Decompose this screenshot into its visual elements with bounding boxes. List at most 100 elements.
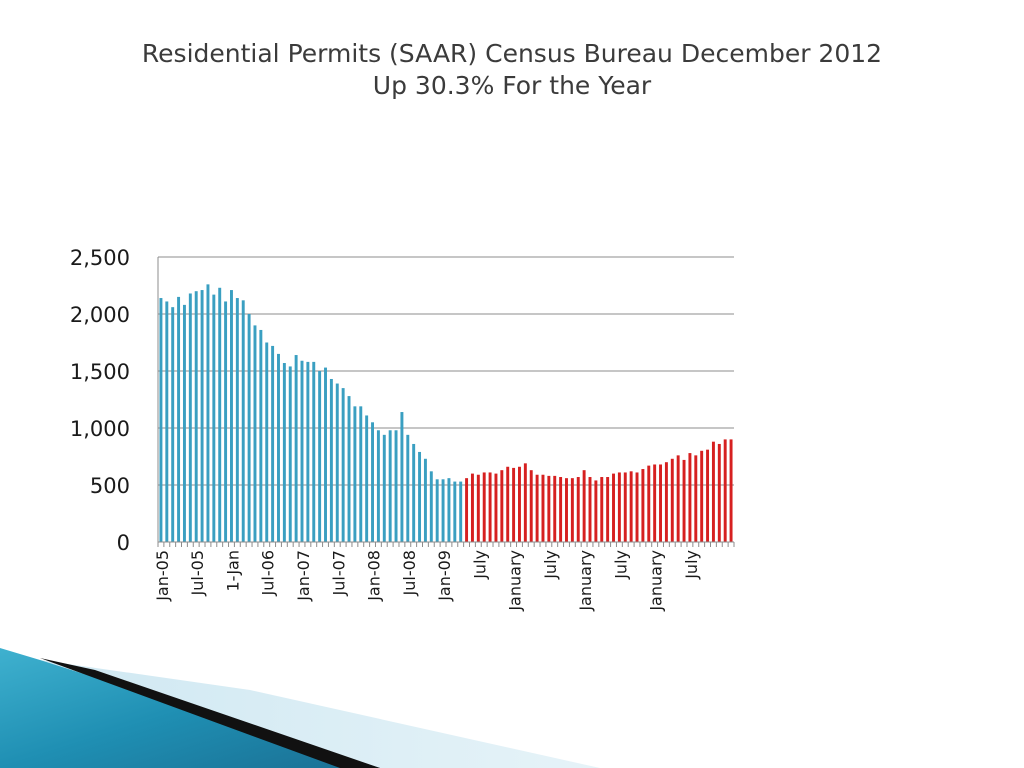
x-tick-label: Jul-07	[329, 550, 348, 596]
bar	[500, 470, 504, 542]
bar	[565, 478, 568, 542]
bar	[700, 450, 704, 542]
bar	[476, 474, 480, 542]
bar	[612, 473, 615, 542]
bar	[194, 291, 198, 542]
y-tick-label: 1,000	[70, 417, 130, 441]
bar	[423, 458, 427, 542]
bar	[230, 290, 233, 542]
bar	[306, 361, 310, 542]
bar	[271, 345, 275, 542]
bar-chart: 0 500 1,000 1,500 2,000 2,500 Jan-05 Jul-05 1-Ja…	[70, 246, 735, 612]
bar	[324, 367, 327, 542]
bar	[277, 353, 280, 542]
bar	[400, 412, 404, 542]
bar	[253, 325, 257, 542]
bar	[406, 434, 410, 542]
bar	[482, 472, 486, 542]
bar	[259, 329, 263, 542]
bar	[318, 371, 322, 542]
bar	[412, 443, 416, 542]
bar	[635, 472, 639, 542]
bar	[729, 439, 733, 542]
bar	[382, 434, 386, 542]
y-tick-label: 2,000	[70, 303, 130, 327]
x-tick-label: January	[647, 550, 666, 612]
bar	[200, 290, 204, 542]
x-tick-label: July	[470, 550, 489, 580]
bar	[617, 472, 621, 542]
bar	[535, 474, 539, 542]
x-tick-label: January	[506, 550, 525, 612]
x-tick-label: Jan-07	[294, 550, 313, 602]
bar	[682, 459, 686, 542]
bar	[159, 298, 163, 542]
bar	[418, 451, 422, 542]
x-tick-label: Jan-09	[435, 550, 454, 602]
x-tick-label: 1-Jan	[223, 550, 242, 592]
swoosh-dark-stripe	[40, 658, 380, 768]
y-tick-label: 1,500	[70, 360, 130, 384]
bar	[300, 360, 304, 542]
bar	[723, 439, 727, 542]
bar	[623, 472, 627, 542]
bar	[329, 378, 333, 542]
bar	[182, 304, 186, 542]
y-tick-label: 2,500	[70, 246, 130, 270]
bar	[453, 481, 457, 542]
bar	[353, 406, 357, 542]
bar	[576, 477, 580, 542]
bar	[288, 366, 292, 542]
bar	[659, 464, 662, 542]
bar	[459, 481, 463, 542]
bar	[435, 479, 439, 542]
bar	[606, 477, 610, 542]
bar	[488, 472, 492, 542]
bar	[376, 430, 380, 542]
x-tick-label: Jul-05	[188, 550, 207, 596]
bar	[365, 415, 369, 542]
bar	[371, 422, 374, 542]
bar	[641, 469, 645, 542]
x-tick-label: July	[611, 550, 630, 580]
bar	[653, 464, 657, 542]
bar	[518, 466, 521, 542]
bar	[676, 455, 680, 542]
bar	[541, 474, 545, 542]
bar	[429, 471, 433, 542]
bar	[265, 342, 269, 542]
slide-title: Residential Permits (SAAR) Census Bureau…	[0, 38, 1024, 102]
bar	[582, 470, 586, 542]
bar	[629, 471, 633, 542]
bar	[241, 300, 245, 542]
bar	[512, 467, 516, 542]
bar	[670, 458, 674, 542]
bar	[600, 477, 604, 542]
bar	[664, 462, 668, 542]
bar	[506, 466, 510, 542]
slide-title-line-1: Residential Permits (SAAR) Census Bureau…	[141, 39, 883, 68]
y-tick-label: 500	[90, 474, 130, 498]
bar	[235, 298, 239, 542]
bar	[212, 294, 216, 542]
bar	[388, 430, 392, 542]
bar	[335, 383, 339, 542]
bar	[547, 475, 551, 542]
y-tick-label: 0	[117, 531, 130, 555]
x-tick-label: July	[541, 550, 560, 580]
bar	[224, 301, 228, 542]
bar	[188, 293, 192, 542]
bar	[247, 314, 251, 542]
bar	[165, 301, 169, 542]
bar	[588, 477, 592, 542]
bar	[694, 455, 698, 542]
bar	[359, 406, 363, 542]
bar	[171, 307, 175, 542]
bar	[177, 296, 181, 542]
bar	[594, 480, 598, 542]
bar	[717, 443, 721, 542]
x-tick-label: Jan-05	[153, 550, 172, 602]
bar	[706, 449, 710, 542]
bar	[553, 475, 557, 542]
